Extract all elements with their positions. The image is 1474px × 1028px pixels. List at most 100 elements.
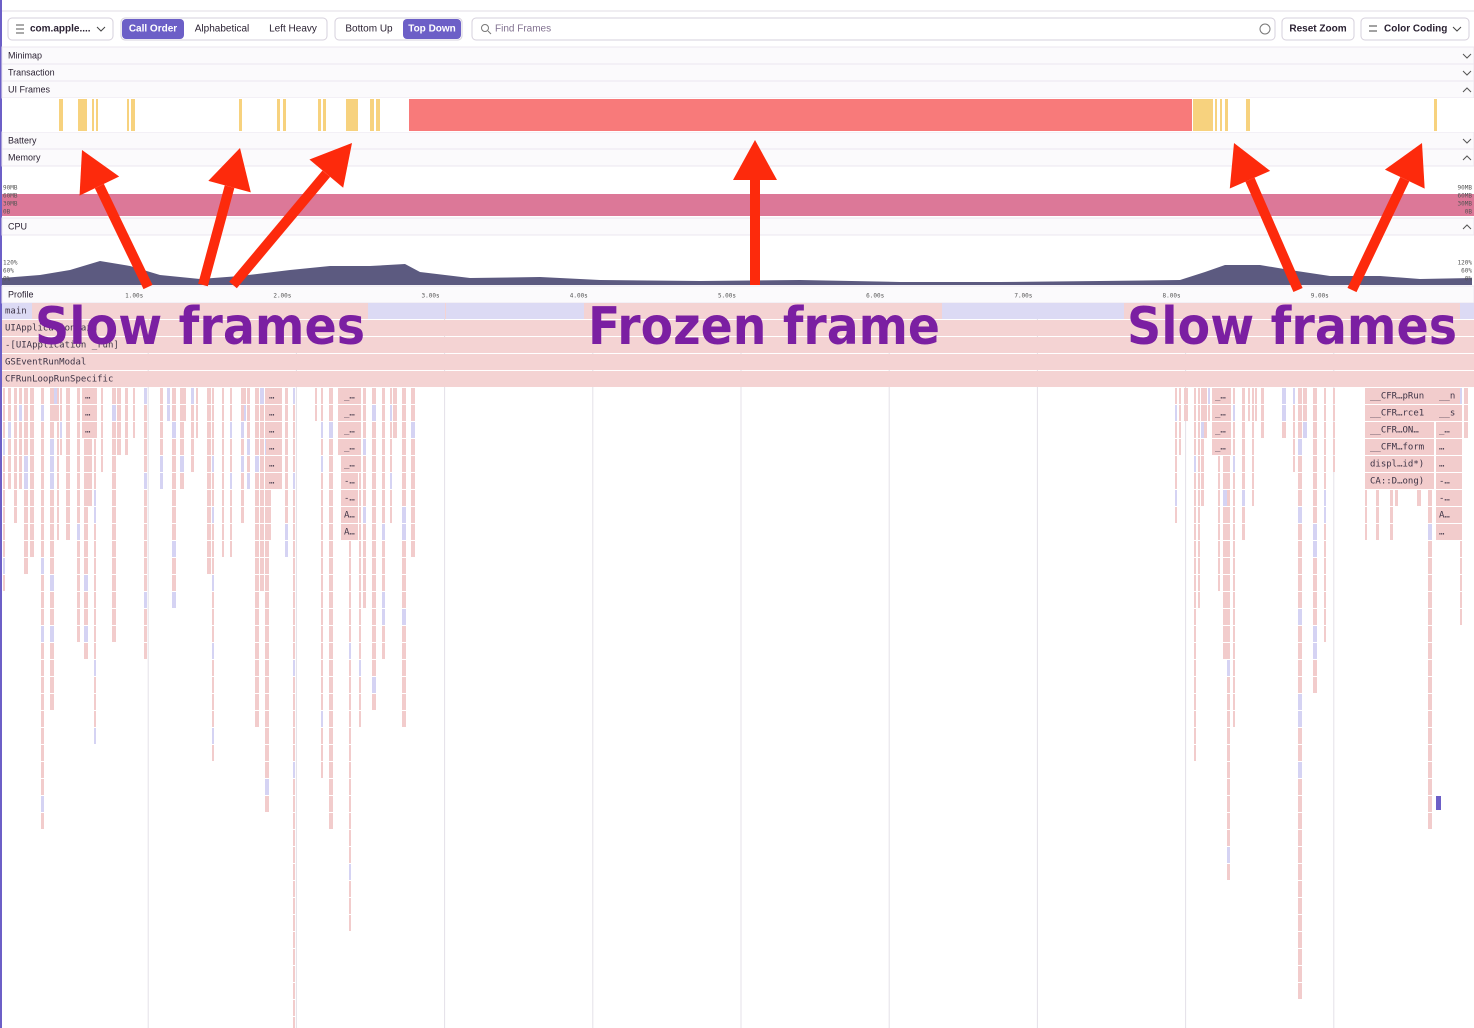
flame-frame[interactable] (1367, 473, 1434, 489)
stack-frame[interactable] (2, 337, 1474, 353)
flame-frame[interactable] (1367, 388, 1434, 404)
flame-frame[interactable] (1212, 405, 1231, 421)
flame-frame (1390, 524, 1393, 540)
flame-frame[interactable] (1436, 507, 1460, 523)
flame-frame (230, 439, 232, 455)
flame-frame (1223, 524, 1227, 540)
flame-frame (265, 524, 269, 540)
flame-frame[interactable] (1367, 405, 1434, 421)
flame-frame (1201, 456, 1204, 472)
chevron[interactable] (1462, 224, 1472, 230)
flame-frame (382, 405, 385, 421)
flame-frame-label: __n (1439, 392, 1455, 402)
flame-frame[interactable] (266, 439, 282, 455)
chevron[interactable] (1462, 87, 1472, 93)
flame-frame[interactable] (1436, 490, 1460, 506)
section-title: Memory (8, 152, 41, 162)
flame-frame (293, 660, 295, 676)
flame-frame (30, 507, 34, 523)
stack-frame[interactable] (2, 320, 1474, 336)
flame-frame (84, 507, 88, 523)
flame-frame (393, 422, 397, 438)
flame-frame[interactable] (341, 422, 358, 438)
flame-frame (1428, 541, 1432, 557)
flame-frame[interactable] (341, 473, 358, 489)
sort-option[interactable]: Call Order (129, 24, 177, 35)
flame-frame (207, 558, 211, 574)
flame-frame (321, 609, 323, 625)
flame-frame (1194, 694, 1196, 710)
flame-frame[interactable] (1212, 422, 1231, 438)
flame-frame (402, 473, 406, 489)
flame-frame[interactable] (1367, 456, 1434, 472)
flame-frame (57, 439, 59, 455)
flame-frame (1313, 575, 1317, 591)
flame-frame[interactable] (82, 422, 97, 438)
sort-option[interactable]: Left Heavy (269, 24, 317, 35)
flame-frame[interactable] (341, 490, 358, 506)
reset-zoom-button[interactable] (1281, 17, 1355, 41)
chevron[interactable] (1462, 70, 1472, 76)
flame-frame[interactable] (341, 524, 358, 540)
flame-frame[interactable] (1367, 439, 1434, 455)
flame-frame[interactable] (1367, 422, 1434, 438)
flame-frame (363, 473, 366, 489)
flame-frame[interactable] (1436, 524, 1460, 540)
flame-frame (1223, 541, 1227, 557)
app-selector[interactable] (7, 17, 114, 41)
flame-frame[interactable] (82, 405, 97, 421)
flame-frame (84, 490, 88, 506)
flame-frame (247, 405, 250, 421)
view-option[interactable]: Top Down (408, 24, 456, 35)
flame-frame (1298, 660, 1302, 676)
flame-frame (172, 473, 176, 489)
color-coding-button[interactable] (1360, 17, 1470, 41)
flame-frame (411, 456, 415, 472)
flame-frame (293, 796, 295, 812)
flame-frame (94, 490, 96, 506)
search-box[interactable] (471, 17, 1276, 41)
flame-frame[interactable] (1436, 439, 1460, 455)
flame-frame (382, 524, 385, 540)
flame-frame[interactable] (266, 388, 282, 404)
flame-frame (184, 388, 186, 404)
stack-frame[interactable] (2, 371, 1474, 387)
flame-frame[interactable] (266, 405, 282, 421)
flame-frame[interactable] (1436, 473, 1460, 489)
flame-frame[interactable] (341, 507, 358, 523)
flame-frame[interactable] (82, 388, 97, 404)
flame-frame[interactable] (1436, 456, 1460, 472)
flame-frame[interactable] (266, 473, 282, 489)
flame-frame (321, 677, 323, 693)
flame-frame (1255, 388, 1257, 404)
flame-frame[interactable] (1212, 439, 1231, 455)
chevron[interactable] (1462, 53, 1472, 59)
chevron[interactable] (1462, 155, 1472, 161)
flame-frame-label: _… (1439, 426, 1450, 436)
flame-frame[interactable] (1436, 388, 1460, 404)
flame-frame (60, 405, 62, 421)
flame-frame (1227, 643, 1230, 659)
info-icon[interactable] (1259, 23, 1271, 35)
flame-frame (402, 439, 406, 455)
flame-frame[interactable] (1436, 405, 1460, 421)
chevron[interactable] (1462, 138, 1472, 144)
flame-frame (41, 660, 44, 676)
flame-frame (265, 796, 269, 812)
flame-frame[interactable] (266, 422, 282, 438)
flame-frame[interactable] (341, 456, 358, 472)
flame-frame[interactable] (1436, 422, 1460, 438)
flame-frame (41, 473, 44, 489)
flame-frame (1460, 507, 1462, 523)
sort-option[interactable]: Alphabetical (195, 24, 249, 35)
flame-frame (1324, 609, 1326, 625)
flame-frame[interactable] (1212, 388, 1231, 404)
flame-frame[interactable] (341, 405, 358, 421)
flame-frame[interactable] (341, 439, 358, 455)
flame-frame (329, 575, 333, 591)
flame-frame (329, 541, 333, 557)
view-option[interactable]: Bottom Up (345, 24, 393, 35)
stack-frame[interactable] (2, 354, 1474, 370)
flame-frame[interactable] (266, 456, 282, 472)
flame-frame[interactable] (341, 388, 358, 404)
